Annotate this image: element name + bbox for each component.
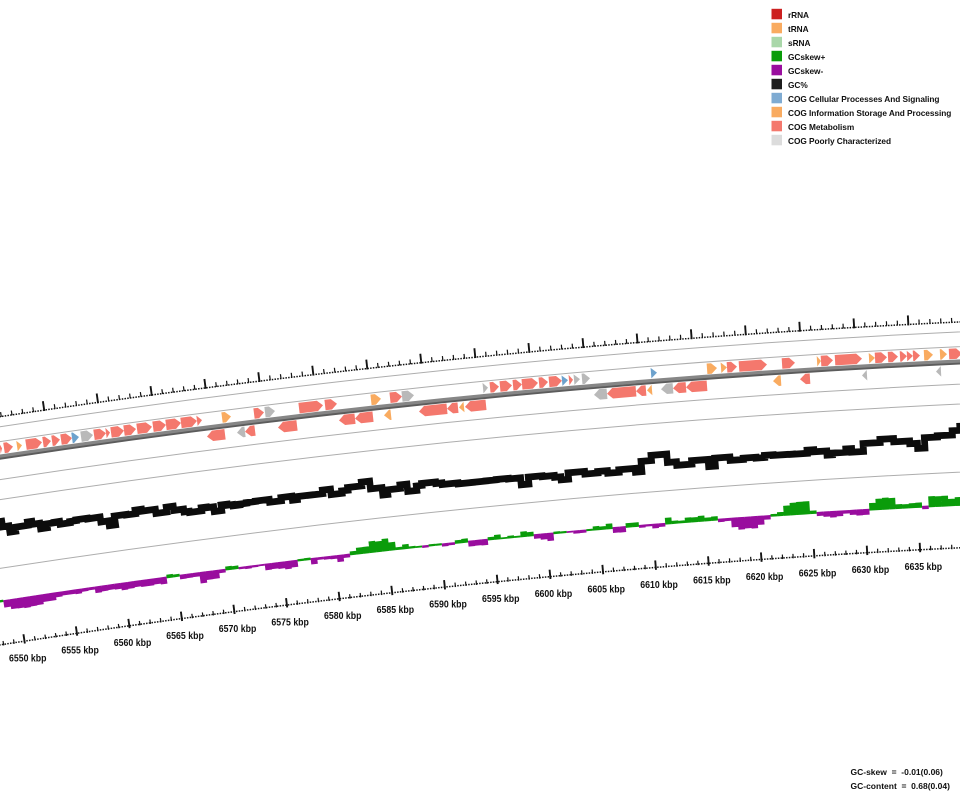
- svg-text:6615 kbp: 6615 kbp: [693, 576, 731, 587]
- svg-text:COG Information Storage And Pr: COG Information Storage And Processing: [788, 108, 951, 118]
- svg-text:COG Cellular Processes And Sig: COG Cellular Processes And Signaling: [788, 94, 939, 104]
- svg-text:6595 kbp: 6595 kbp: [482, 594, 520, 605]
- svg-text:sRNA: sRNA: [788, 38, 810, 48]
- svg-text:6620 kbp: 6620 kbp: [746, 572, 784, 583]
- svg-text:6550 kbp: 6550 kbp: [9, 654, 47, 665]
- svg-text:6570 kbp: 6570 kbp: [219, 624, 256, 635]
- svg-text:6600 kbp: 6600 kbp: [535, 589, 573, 600]
- svg-text:6580 kbp: 6580 kbp: [324, 611, 362, 622]
- svg-text:COG Metabolism: COG Metabolism: [788, 122, 854, 132]
- svg-text:tRNA: tRNA: [788, 24, 809, 34]
- svg-text:6585 kbp: 6585 kbp: [377, 605, 415, 616]
- svg-text:6565 kbp: 6565 kbp: [166, 631, 204, 642]
- svg-text:GC%: GC%: [788, 80, 808, 90]
- svg-text:6625 kbp: 6625 kbp: [799, 568, 837, 579]
- svg-text:GC-skew = -0.01(0.06): GC-skew = -0.01(0.06): [851, 767, 944, 777]
- svg-text:6555 kbp: 6555 kbp: [61, 646, 99, 657]
- svg-text:rRNA: rRNA: [788, 10, 809, 20]
- svg-text:6630 kbp: 6630 kbp: [852, 565, 890, 576]
- svg-text:6610 kbp: 6610 kbp: [640, 580, 678, 591]
- svg-text:GCskew+: GCskew+: [788, 52, 825, 62]
- svg-text:6575 kbp: 6575 kbp: [271, 618, 309, 629]
- svg-text:GC-content = 0.68(0.04): GC-content = 0.68(0.04): [851, 781, 951, 791]
- svg-text:6590 kbp: 6590 kbp: [429, 600, 467, 611]
- svg-text:GCskew-: GCskew-: [788, 66, 823, 76]
- svg-text:6635 kbp: 6635 kbp: [905, 562, 943, 573]
- svg-text:6560 kbp: 6560 kbp: [114, 638, 152, 649]
- svg-text:6605 kbp: 6605 kbp: [588, 584, 626, 595]
- svg-text:COG Poorly Characterized: COG Poorly Characterized: [788, 136, 891, 146]
